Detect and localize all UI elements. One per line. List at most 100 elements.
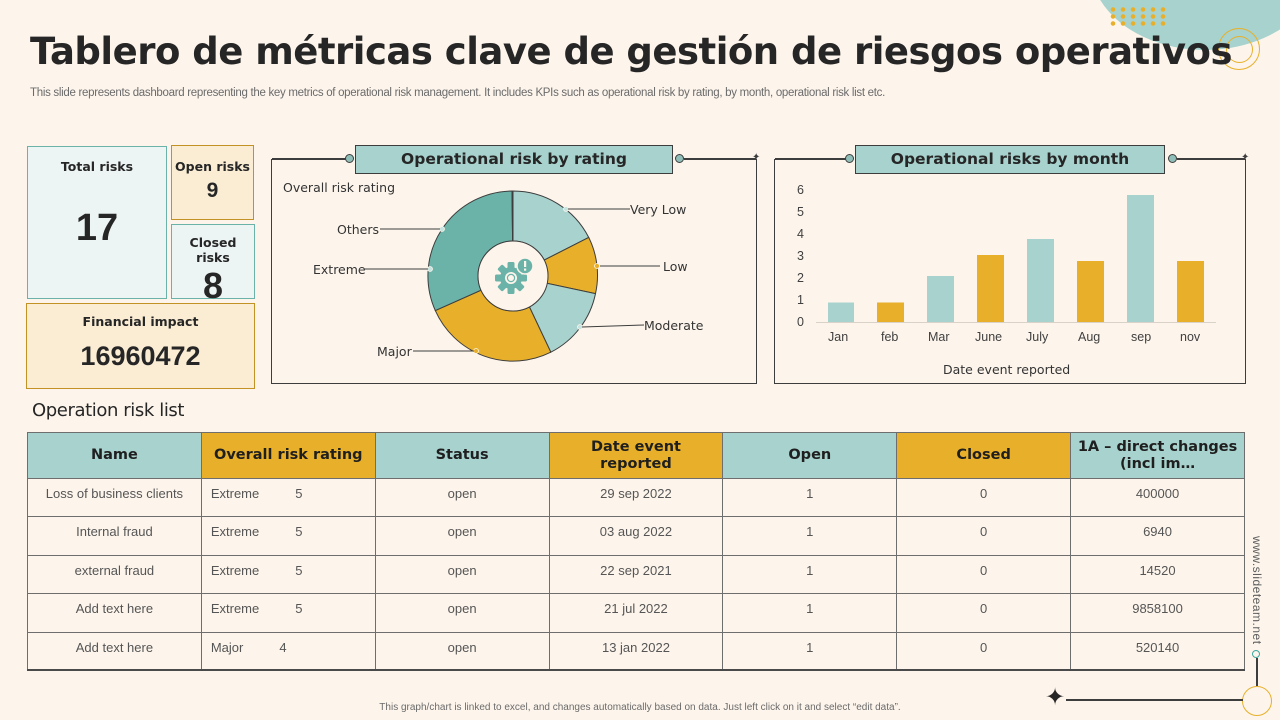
col-header-date[interactable]: Date event reported xyxy=(548,432,724,479)
bar-july[interactable] xyxy=(1027,239,1054,322)
cell-closed: 0 xyxy=(896,593,1072,633)
decorative-ring xyxy=(1242,686,1272,716)
table-header-row: Name Overall risk rating Status Date eve… xyxy=(27,432,1245,479)
bar-feb[interactable] xyxy=(877,302,904,323)
panel-risks-by-month: ✦ xyxy=(774,152,1249,384)
bar-nov[interactable] xyxy=(1177,261,1204,322)
cell-rating: Extreme 5 xyxy=(200,516,376,556)
page-title: Tablero de métricas clave de gestión de … xyxy=(30,30,1233,73)
cell-status: open xyxy=(374,593,550,633)
kpi-total-risks: Total risks 17 xyxy=(27,146,167,299)
cell-rating: Extreme 5 xyxy=(200,554,376,595)
panel-border xyxy=(1177,158,1245,160)
y-tick: 4 xyxy=(797,227,804,241)
panel-knob-icon xyxy=(675,153,684,163)
col-header-closed[interactable]: Closed xyxy=(896,432,1072,479)
decorative-rings-icon xyxy=(1218,28,1260,70)
risk-list-title: Operation risk list xyxy=(32,400,185,421)
bar-aug[interactable] xyxy=(1077,261,1104,322)
y-tick: 0 xyxy=(797,315,804,329)
donut-label-others: Others xyxy=(337,222,380,237)
cell-open: 1 xyxy=(722,477,898,518)
kpi-label: Financial impact xyxy=(82,314,199,329)
table-row[interactable]: external fraud Extreme 5 open 22 sep 2021… xyxy=(27,554,1245,595)
cell-status: open xyxy=(374,631,550,672)
x-tick: July xyxy=(1026,330,1049,344)
cell-name: Add text here xyxy=(27,631,202,672)
cell-direct-changes: 6940 xyxy=(1070,516,1245,556)
decorative-line xyxy=(1256,658,1258,686)
table-row[interactable]: Add text here Major 4 open 13 jan 2022 1 … xyxy=(27,631,1245,672)
table-row[interactable]: Add text here Extreme 5 open 21 jul 2022 … xyxy=(27,593,1245,633)
rating-number: 5 xyxy=(295,486,303,501)
donut-subtitle: Overall risk rating xyxy=(283,180,396,195)
donut-chart[interactable] xyxy=(420,183,610,369)
x-tick: Mar xyxy=(928,330,950,344)
kpi-value: 17 xyxy=(75,207,119,249)
y-tick: 2 xyxy=(797,271,804,285)
decorative-dot xyxy=(1252,650,1260,658)
bar-jan[interactable] xyxy=(828,302,854,323)
cell-direct-changes: 520140 xyxy=(1070,631,1245,672)
kpi-open-risks: Open risks 9 xyxy=(171,145,254,220)
kpi-value: 9 xyxy=(206,179,219,202)
page-subtitle: This slide represents dashboard represen… xyxy=(30,87,885,99)
kpi-financial-impact: Financial impact 16960472 xyxy=(26,303,255,389)
panel-border xyxy=(684,158,756,160)
cell-date: 03 aug 2022 xyxy=(548,516,724,556)
cell-open: 1 xyxy=(722,593,898,633)
col-header-status[interactable]: Status xyxy=(374,432,550,479)
col-header-rating[interactable]: Overall risk rating xyxy=(200,432,376,479)
cell-status: open xyxy=(374,516,550,556)
cell-open: 1 xyxy=(722,516,898,556)
col-header-direct-changes[interactable]: 1A – direct changes (incl im… xyxy=(1070,432,1245,479)
y-tick: 1 xyxy=(797,293,804,307)
risk-list-table: Name Overall risk rating Status Date eve… xyxy=(27,432,1245,672)
x-tick: feb xyxy=(881,330,899,344)
x-tick: June xyxy=(975,330,1003,344)
cell-name: Internal fraud xyxy=(27,516,202,556)
bar-mar[interactable] xyxy=(927,276,954,322)
donut-label-low: Low xyxy=(663,259,688,274)
x-axis-title: Date event reported xyxy=(943,362,1071,377)
table-row[interactable]: Internal fraud Extreme 5 open 03 aug 2022… xyxy=(27,516,1245,556)
kpi-value: 16960472 xyxy=(80,341,201,371)
rating-label: Extreme xyxy=(210,562,260,578)
cell-status: open xyxy=(374,477,550,518)
rating-label: Extreme xyxy=(210,486,260,501)
table-row[interactable]: Loss of business clients Extreme 5 open 2… xyxy=(27,477,1245,518)
panel-title-risks-by-month: Operational risks by month xyxy=(855,145,1165,174)
kpi-label: Closed risks xyxy=(189,235,237,265)
bar-sep[interactable] xyxy=(1127,195,1154,322)
y-tick: 5 xyxy=(797,205,804,219)
sparkle-icon: ✦ xyxy=(1241,152,1250,163)
cell-rating: Extreme 5 xyxy=(200,593,376,633)
col-header-name[interactable]: Name xyxy=(27,432,202,479)
cell-open: 1 xyxy=(722,554,898,595)
cell-rating: Extreme 5 xyxy=(200,477,376,518)
kpi-closed-risks: Closed risks 8 xyxy=(171,224,255,306)
rating-number: 5 xyxy=(295,562,303,578)
cell-name: external fraud xyxy=(27,554,202,595)
panel-knob-icon xyxy=(345,153,354,163)
gear-alert-icon xyxy=(495,257,534,294)
bar-june[interactable] xyxy=(977,255,1004,322)
x-tick: Aug xyxy=(1078,330,1101,344)
cell-direct-changes: 14520 xyxy=(1070,554,1245,595)
decorative-line xyxy=(1066,699,1243,701)
donut-label-major: Major xyxy=(377,344,412,359)
x-tick: sep xyxy=(1131,330,1152,344)
y-tick: 3 xyxy=(797,249,804,263)
cell-closed: 0 xyxy=(896,516,1072,556)
cell-open: 1 xyxy=(722,631,898,672)
panel-border xyxy=(775,158,850,160)
sparkle-icon: ✦ xyxy=(752,152,761,163)
donut-label-very-low: Very Low xyxy=(630,202,687,217)
rating-label: Extreme xyxy=(210,601,260,617)
cell-date: 21 jul 2022 xyxy=(548,593,724,633)
col-header-open[interactable]: Open xyxy=(722,432,898,479)
panel-title-risk-by-rating: Operational risk by rating xyxy=(355,145,673,174)
decorative-dot-grid xyxy=(1108,6,1168,26)
